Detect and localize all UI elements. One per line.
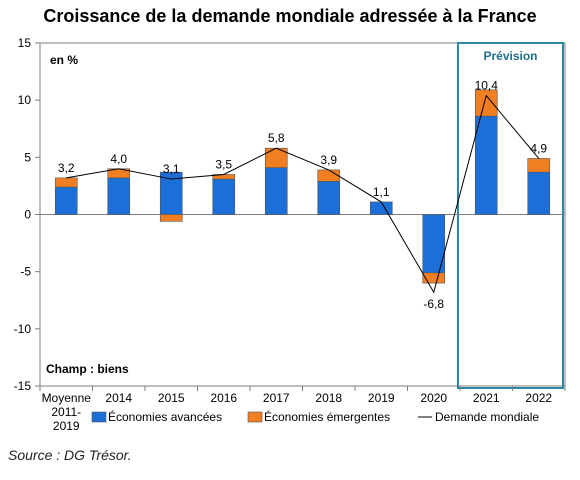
bar-advanced (317, 181, 341, 215)
forecast-box (457, 42, 564, 389)
x-tick-label: 2015 (158, 391, 185, 405)
data-label: 3,5 (215, 157, 232, 171)
bar-emerging (527, 158, 551, 173)
bar-advanced (54, 186, 78, 215)
data-label: 5,8 (268, 131, 285, 145)
y-tick-label: 0 (24, 208, 31, 222)
forecast-label: Prévision (483, 49, 537, 63)
data-label: -6,8 (423, 297, 444, 311)
bar-advanced (527, 171, 551, 215)
x-tick-label: 2017 (263, 391, 290, 405)
y-tick-label: 10 (18, 93, 32, 107)
legend-emerging-label: Économies émergentes (264, 409, 390, 424)
labels-layer: 3,2 4,0 3,1 3,5 5,8 3,9 1,1 -6,8 10,4 4,9 (58, 79, 548, 312)
y-tick-label: -10 (14, 322, 32, 336)
x-tick-label: 2020 (420, 391, 447, 405)
line-layer (66, 94, 540, 294)
x-tick-label: 2018 (315, 391, 342, 405)
data-label: 3,1 (163, 162, 180, 176)
x-tick-label: 2016 (210, 391, 237, 405)
x-tick-label: 2021 (473, 391, 500, 405)
unit-label: en % (50, 53, 78, 67)
bar-emerging (422, 272, 446, 284)
data-label: 3,2 (58, 161, 75, 175)
bar-advanced (107, 177, 131, 215)
line-demande-mondiale (66, 94, 540, 294)
legend-advanced-label: Économies avancées (108, 409, 222, 424)
bar-advanced (369, 201, 393, 215)
source-note: Source : DG Trésor. (8, 447, 132, 463)
y-tick-label: 5 (24, 150, 31, 164)
legend-world-label: Demande mondiale (435, 410, 539, 424)
bar-emerging (474, 89, 498, 117)
y-tick-label: -5 (20, 265, 31, 279)
data-label: 1,1 (373, 185, 390, 199)
bars-layer (54, 89, 551, 284)
x-tick-label: 2019 (368, 391, 395, 405)
axes-layer: Prévision 15 10 5 0 -5 -10 -15 Moyenne 2011-2019 2… (14, 36, 566, 433)
bar-advanced (474, 115, 498, 215)
legend-emerging-swatch (247, 411, 263, 423)
legend-advanced-swatch (91, 411, 107, 423)
chart-title: Croissance de la demande mondiale adress… (43, 6, 537, 26)
y-tick-label: -15 (14, 379, 32, 393)
x-tick-label: 2014 (105, 391, 132, 405)
x-tick-label: Moyenne 2011-2019 (42, 391, 92, 433)
data-label: 10,4 (475, 79, 499, 93)
bar-emerging (317, 169, 341, 182)
y-tick-label: 15 (18, 36, 32, 50)
data-label: 3,9 (320, 153, 337, 167)
bar-emerging (159, 214, 183, 222)
x-tick-label: 2022 (525, 391, 552, 405)
bar-advanced (264, 167, 288, 215)
legend: Économies avancées Économies émergentes De… (91, 409, 539, 424)
bar-emerging (54, 177, 78, 188)
data-label: 4,9 (530, 141, 547, 155)
scope-label: Champ : biens (46, 362, 129, 376)
data-label: 4,0 (110, 152, 127, 166)
bar-advanced (212, 178, 236, 215)
